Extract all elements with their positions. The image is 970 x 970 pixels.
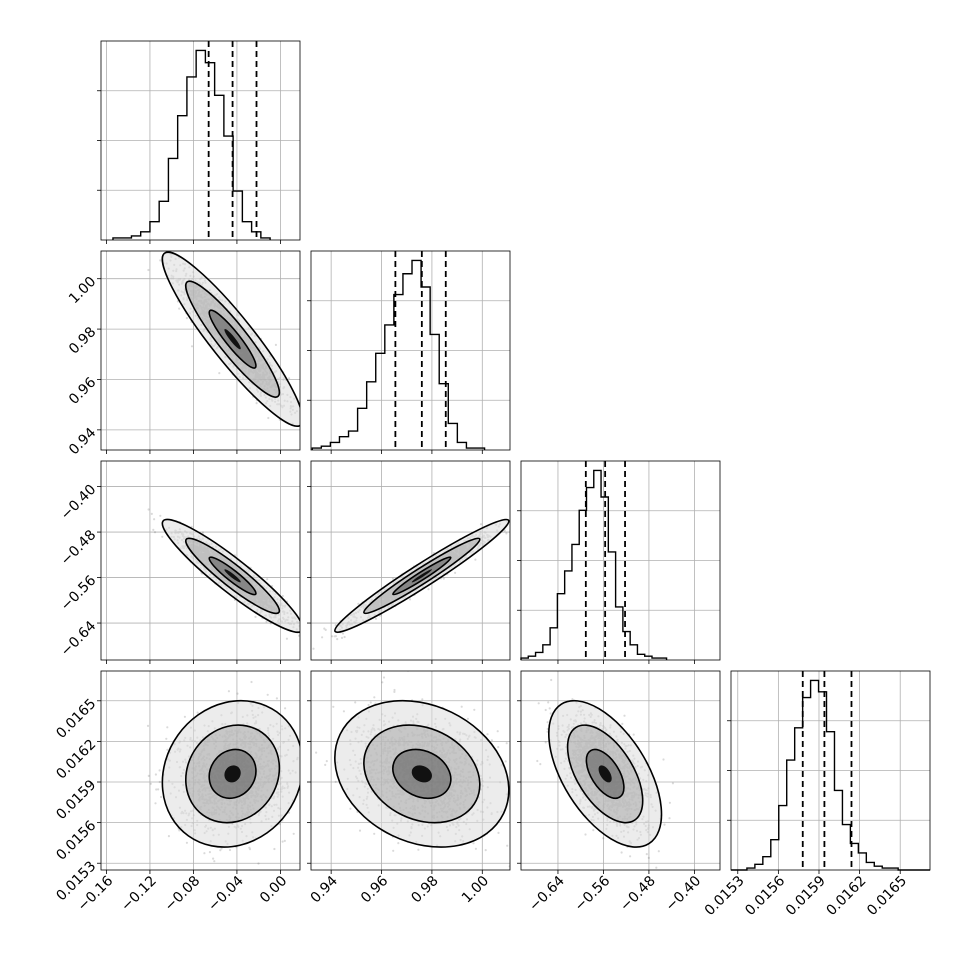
panel-content bbox=[311, 461, 510, 660]
density-peak bbox=[598, 765, 612, 783]
axes-frame bbox=[310, 670, 511, 871]
axes-frame bbox=[520, 670, 721, 871]
histogram-bars bbox=[311, 259, 486, 450]
contour-line bbox=[208, 556, 257, 596]
x-tick-label: 0.0156 bbox=[742, 873, 788, 919]
contour-line bbox=[566, 724, 644, 824]
pair-panel-0-1 bbox=[97, 250, 301, 454]
pair-panel-0-2 bbox=[97, 460, 301, 664]
contour-line bbox=[392, 748, 452, 800]
hist-panel-1 bbox=[307, 250, 511, 454]
x-tick-label: −0.12 bbox=[118, 873, 160, 915]
contour-line bbox=[161, 251, 300, 427]
x-tick-label: 0.0159 bbox=[783, 873, 829, 919]
y-tick-label: 0.0159 bbox=[53, 777, 99, 823]
contour-line bbox=[585, 748, 625, 800]
axes-frame bbox=[100, 250, 301, 451]
density-peak bbox=[411, 765, 432, 783]
contour-line bbox=[184, 280, 281, 398]
x-tick-label: −0.40 bbox=[663, 873, 705, 915]
density-peak bbox=[224, 329, 241, 350]
x-tick-label: 0.94 bbox=[308, 873, 341, 906]
x-tick-label: −0.64 bbox=[526, 873, 568, 915]
x-tick-label: −0.56 bbox=[572, 873, 614, 915]
y-tick-label: 1.00 bbox=[66, 274, 99, 307]
contour-line bbox=[363, 537, 481, 615]
panel-content bbox=[101, 461, 300, 660]
pair-panel-1-2 bbox=[307, 460, 511, 664]
y-tick-label: 0.0156 bbox=[53, 818, 99, 864]
x-tick-label: 0.0162 bbox=[824, 873, 870, 919]
y-tick-label: −0.40 bbox=[58, 482, 100, 524]
contour-line bbox=[208, 748, 257, 800]
y-tick-label: 0.94 bbox=[66, 425, 99, 458]
histogram-bars bbox=[731, 679, 930, 871]
y-tick-label: −0.64 bbox=[58, 618, 100, 660]
y-tick-label: 0.0162 bbox=[53, 736, 99, 782]
panel-content bbox=[311, 671, 510, 870]
y-tick-label: −0.56 bbox=[58, 573, 100, 615]
axes-frame bbox=[310, 460, 511, 661]
panel-content bbox=[101, 671, 300, 870]
x-tick-label: 0.00 bbox=[257, 873, 290, 906]
contour-line bbox=[161, 699, 300, 848]
y-tick-label: 0.96 bbox=[66, 374, 99, 407]
panel-content bbox=[521, 671, 720, 870]
hist-panel-2 bbox=[517, 460, 721, 664]
contour-line bbox=[547, 699, 663, 848]
x-tick-label: 0.0165 bbox=[864, 873, 910, 919]
contour-line bbox=[208, 309, 257, 369]
x-tick-label: 0.98 bbox=[408, 873, 441, 906]
contour-line bbox=[161, 518, 300, 634]
x-tick-label: 0.0153 bbox=[702, 873, 748, 919]
panel-content bbox=[101, 251, 300, 450]
contour-line bbox=[392, 556, 452, 596]
pair-panel-1-3 bbox=[307, 670, 511, 874]
axes-frame bbox=[100, 460, 301, 661]
histogram-bars bbox=[112, 49, 271, 240]
hist-panel-3 bbox=[727, 670, 931, 874]
y-tick-label: −0.48 bbox=[58, 527, 100, 569]
x-tick-label: −0.04 bbox=[205, 873, 247, 915]
density-peak bbox=[411, 569, 432, 583]
contour-line bbox=[334, 699, 510, 848]
histogram-bars bbox=[520, 469, 668, 660]
contour-line bbox=[334, 518, 510, 634]
x-tick-label: 0.96 bbox=[358, 873, 391, 906]
axes-frame bbox=[100, 670, 301, 871]
contour-line bbox=[184, 724, 281, 824]
density-peak bbox=[224, 569, 241, 583]
x-tick-label: −0.08 bbox=[162, 873, 204, 915]
hist-panel-0 bbox=[97, 40, 301, 244]
pair-panel-0-3 bbox=[97, 670, 301, 874]
x-tick-label: −0.48 bbox=[617, 873, 659, 915]
contour-line bbox=[184, 537, 281, 615]
y-tick-label: 0.0165 bbox=[53, 696, 99, 742]
density-peak bbox=[224, 765, 241, 783]
x-tick-label: 1.00 bbox=[459, 873, 492, 906]
contour-line bbox=[363, 724, 481, 824]
y-tick-label: 0.98 bbox=[66, 324, 99, 357]
pair-panel-2-3 bbox=[517, 670, 721, 874]
